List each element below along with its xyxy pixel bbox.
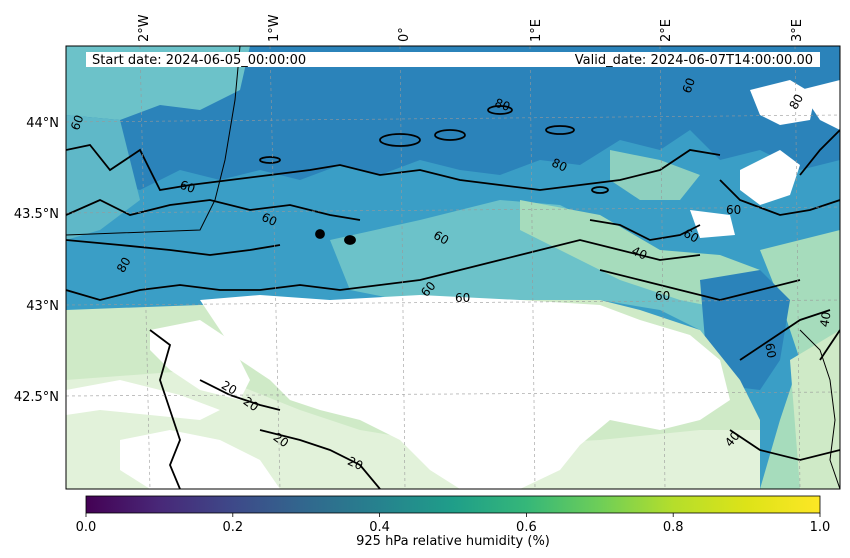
colorbar-tick: 1.0: [810, 520, 831, 535]
colorbar: 0.0 0.2 0.4 0.6 0.8 1.0 925 hPa relative…: [76, 495, 831, 549]
contour-label: 60: [455, 291, 470, 305]
contour-lines: [66, 129, 840, 489]
humidity-field: 60 60 80 80 80 80 60 60 60 60 60 40 60 6…: [66, 46, 840, 489]
colorbar-label: 925 hPa relative humidity (%): [356, 534, 550, 549]
contour-label: 60: [431, 228, 451, 248]
contour-label: 80: [493, 96, 512, 114]
lon-tick: 1°E: [529, 19, 544, 42]
lat-tick: 42.5°N: [14, 390, 59, 405]
map-frame: [65, 45, 841, 490]
contour-label: 60: [680, 76, 698, 95]
contour-label: 80: [786, 92, 806, 112]
colorbar-tick: 0.0: [76, 520, 97, 535]
contour-label: 60: [178, 178, 197, 196]
lon-tick: 0°: [397, 27, 412, 42]
contour-labels: 60 60 80 80 80 80 60 60 60 60 60 40 60 6…: [68, 76, 834, 473]
contour-label: 60: [259, 210, 279, 229]
longitude-ticks: 2°W 1°W 0° 1°E 2°E 3°E: [137, 14, 805, 42]
contour-label: 60: [68, 113, 86, 132]
contour-label: 80: [550, 156, 570, 175]
latitude-ticks: 44°N 43.5°N 43°N 42.5°N: [14, 116, 59, 405]
lat-tick: 44°N: [26, 116, 59, 131]
contour-label: 60: [762, 342, 778, 359]
lon-tick: 3°E: [790, 19, 805, 42]
start-date-label: Start date: 2024-06-05_00:00:00: [92, 53, 306, 68]
contour-blobs: [259, 105, 609, 245]
colorbar-tick: 0.8: [663, 520, 684, 535]
lat-tick: 43.5°N: [14, 207, 59, 222]
colorbar-gradient: [85, 495, 821, 514]
colorbar-tick: 0.4: [369, 520, 390, 535]
colorbar-tick: 0.6: [516, 520, 537, 535]
lon-tick: 1°W: [267, 14, 282, 42]
header-box: [86, 52, 820, 67]
contour-label: 40: [817, 311, 833, 328]
lat-tick: 43°N: [26, 299, 59, 314]
contour-label: 60: [681, 226, 701, 246]
coastline: [66, 46, 840, 489]
gridlines: [66, 46, 840, 489]
contour-label: 20: [345, 454, 365, 473]
contour-label: 80: [114, 255, 134, 275]
contour-label: 20: [219, 378, 239, 398]
contour-label: 40: [630, 244, 650, 263]
colorbar-tick: 0.2: [222, 520, 243, 535]
colorbar-tick-marks: [85, 513, 821, 517]
contour-label: 60: [655, 289, 670, 303]
lon-tick: 2°W: [137, 14, 152, 42]
valid-date-label: Valid_date: 2024-06-07T14:00:00.00: [575, 53, 813, 68]
lon-tick: 2°E: [659, 19, 674, 42]
contour-label: 60: [726, 203, 741, 217]
